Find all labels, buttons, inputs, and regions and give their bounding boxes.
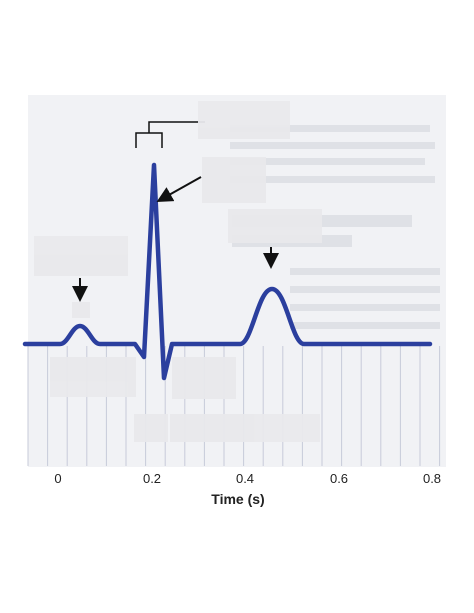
x-tick-0-2: 0.2 (142, 471, 162, 486)
x-tick-0: 0 (54, 471, 62, 486)
label-box-qrs (198, 101, 290, 139)
blank-label-boxes (34, 101, 322, 442)
background-text-lines (230, 125, 440, 329)
label-box-q (50, 357, 136, 397)
r-wave-arrow (156, 176, 202, 202)
label-box-segment-1 (134, 414, 168, 442)
label-box-r-wave (202, 157, 266, 203)
x-tick-0-6: 0.6 (329, 471, 349, 486)
label-box-t-wave (228, 209, 322, 243)
x-tick-0-8: 0.8 (422, 471, 442, 486)
label-box-p-wave (34, 236, 128, 276)
x-tick-0-4: 0.4 (235, 471, 255, 486)
qrs-bracket (135, 121, 205, 148)
x-axis-title: Time (s) (211, 491, 265, 507)
label-box-s (172, 357, 236, 399)
label-box-p-small (72, 302, 90, 318)
background-page (28, 95, 446, 467)
label-box-segment-2 (170, 414, 320, 442)
ecg-trace (22, 162, 433, 381)
